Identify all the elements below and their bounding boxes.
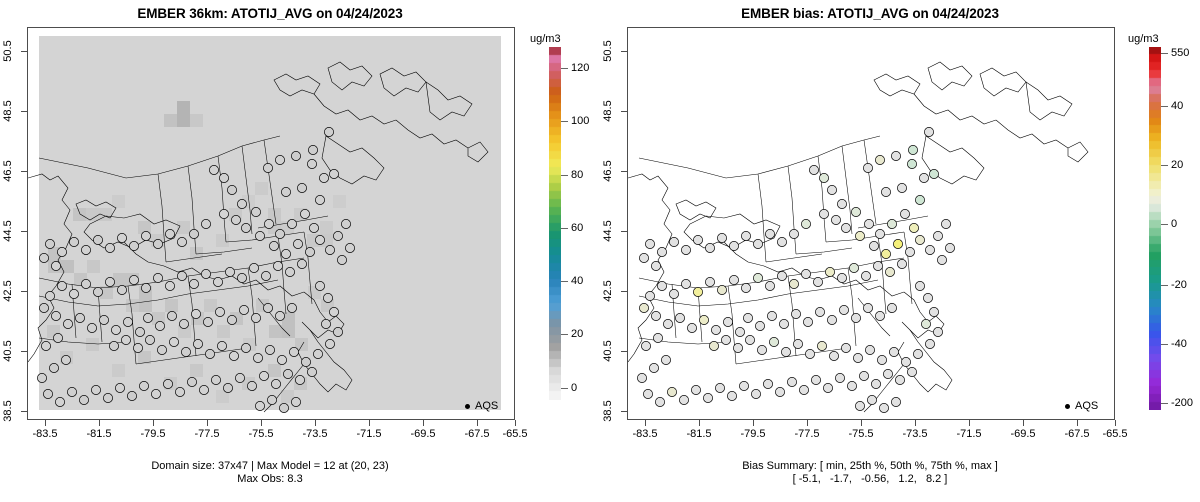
ytick-mark — [621, 111, 627, 112]
aqs-dot-icon — [465, 403, 470, 409]
xtick-mark — [645, 420, 646, 426]
ytick-mark — [21, 171, 27, 172]
bias-map-svg — [628, 28, 1114, 419]
model-aqs-legend: AQS — [465, 400, 498, 412]
bias-colorbar — [1149, 47, 1161, 410]
xtick-mark — [99, 420, 100, 426]
ytick-mark — [21, 51, 27, 52]
bias-colorbar-unit: ug/m3 — [1128, 33, 1159, 45]
model-map-svg — [28, 36, 501, 413]
bias-caption-line2: [ -5.1, -1.7, -0.56, 1.2, 8.2 ] — [792, 473, 948, 485]
model-caption-line1: Domain size: 37x47 | Max Model = 12 at (… — [151, 460, 389, 472]
model-map-canvas — [28, 28, 514, 419]
ytick-mark — [21, 231, 27, 232]
ytick-mark — [21, 411, 27, 412]
model-monitor-markers — [37, 127, 355, 413]
xtick-mark — [1023, 420, 1024, 426]
xtick-mark — [969, 420, 970, 426]
xtick-mark — [515, 420, 516, 426]
xtick-mark — [261, 420, 262, 426]
ytick-mark — [621, 231, 627, 232]
xtick-mark — [153, 420, 154, 426]
xtick-mark — [861, 420, 862, 426]
xtick-mark — [315, 420, 316, 426]
xtick-mark — [207, 420, 208, 426]
ytick-mark — [621, 291, 627, 292]
ytick-mark — [621, 411, 627, 412]
model-colorbar — [549, 47, 561, 400]
panel-bias: EMBER bias: ATOTIJ_AVG on 04/24/2023 — [602, 6, 1194, 485]
aqs-legend-label: AQS — [1075, 400, 1099, 412]
ytick-mark — [621, 351, 627, 352]
xtick-mark — [807, 420, 808, 426]
bias-monitor-markers — [637, 127, 955, 413]
ytick-mark — [621, 51, 627, 52]
xtick-mark — [699, 420, 700, 426]
panel-bias-plot-area — [627, 27, 1115, 420]
bias-aqs-legend: AQS — [1065, 400, 1098, 412]
bias-caption-line1: Bias Summary: [ min, 25th %, 50th %, 75t… — [742, 460, 998, 472]
panel-bias-title: EMBER bias: ATOTIJ_AVG on 04/24/2023 — [741, 6, 999, 21]
xtick-mark — [753, 420, 754, 426]
xtick-mark — [915, 420, 916, 426]
ytick-mark — [621, 171, 627, 172]
ytick-mark — [21, 291, 27, 292]
bias-map-canvas — [628, 28, 1114, 419]
ytick-mark — [21, 351, 27, 352]
panel-model-title: EMBER 36km: ATOTIJ_AVG on 04/24/2023 — [137, 6, 403, 21]
panel-model-plot-area — [27, 27, 515, 420]
aqs-legend-label: AQS — [475, 400, 499, 412]
xtick-mark — [369, 420, 370, 426]
aqs-dot-icon — [1065, 403, 1070, 409]
model-caption-line2: Max Obs: 8.3 — [237, 473, 303, 485]
ytick-mark — [21, 111, 27, 112]
panel-model: EMBER 36km: ATOTIJ_AVG on 04/24/2023 — [2, 6, 590, 485]
bias-coastlines — [628, 61, 1089, 413]
xtick-mark — [45, 420, 46, 426]
xtick-mark — [1115, 420, 1116, 426]
xtick-mark — [423, 420, 424, 426]
model-colorbar-unit: ug/m3 — [530, 33, 561, 45]
xtick-mark — [1077, 420, 1078, 426]
xtick-mark — [477, 420, 478, 426]
